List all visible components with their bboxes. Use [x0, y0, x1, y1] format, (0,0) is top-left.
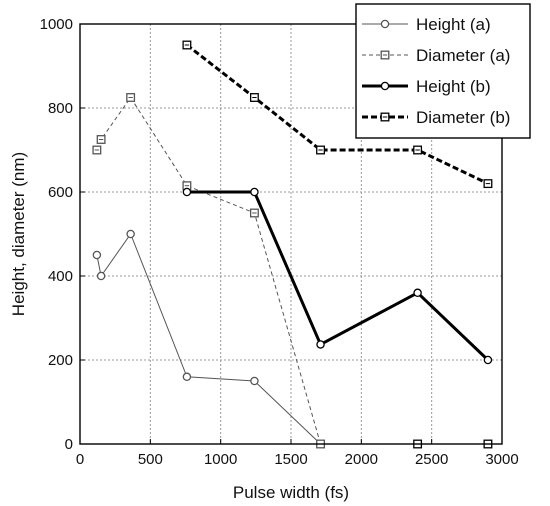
series-diameter-b: [182, 40, 493, 189]
series-height-a: [92, 229, 325, 449]
legend-marker: [380, 19, 390, 29]
legend-label: Diameter (a): [416, 46, 510, 65]
data-point: [483, 355, 493, 365]
data-point: [250, 187, 259, 197]
series-height-b: [182, 187, 493, 365]
x-tick-label: 1000: [204, 451, 237, 468]
y-tick-label: 600: [48, 184, 73, 201]
y-tick-label: 400: [48, 268, 73, 285]
x-axis-label: Pulse width (fs): [233, 483, 349, 502]
y-axis-label: Height, diameter (nm): [9, 152, 28, 316]
series-line: [185, 43, 489, 185]
x-tick-label: 0: [76, 451, 84, 468]
y-tick-label: 1000: [40, 16, 73, 33]
legend-item: Height (b): [362, 77, 491, 96]
y-tick-label: 200: [48, 352, 73, 369]
data-point: [250, 376, 259, 386]
y-tick-label: 0: [65, 436, 73, 453]
legend-item: Height (a): [362, 15, 491, 34]
axis-ticks: 0 500 1000 1500 2000 2500 3000 0 200 400 600 800 100…: [40, 16, 519, 468]
legend-item: Diameter (a): [362, 46, 510, 65]
legend-label: Height (b): [416, 77, 491, 96]
legend-item: Diameter (b): [362, 108, 510, 127]
y-tick-label: 800: [48, 100, 73, 117]
data-point: [182, 187, 192, 197]
legend: Height (a) Diameter (a) Height (b) Diameter…: [355, 3, 531, 139]
x-tick-label: 3000: [485, 451, 518, 468]
data-point: [126, 229, 135, 239]
x-tick-label: 500: [138, 451, 163, 468]
legend-label: Height (a): [416, 15, 491, 34]
x-tick-label: 2000: [345, 451, 378, 468]
data-point: [92, 250, 102, 260]
legend-label: Diameter (b): [416, 108, 510, 127]
data-point: [316, 340, 325, 349]
x-tick-label: 1500: [274, 451, 307, 468]
data-point: [96, 271, 106, 281]
data-point: [413, 288, 422, 298]
data-point: [182, 372, 192, 382]
legend-marker: [380, 81, 390, 91]
x-tick-label: 2500: [415, 451, 448, 468]
